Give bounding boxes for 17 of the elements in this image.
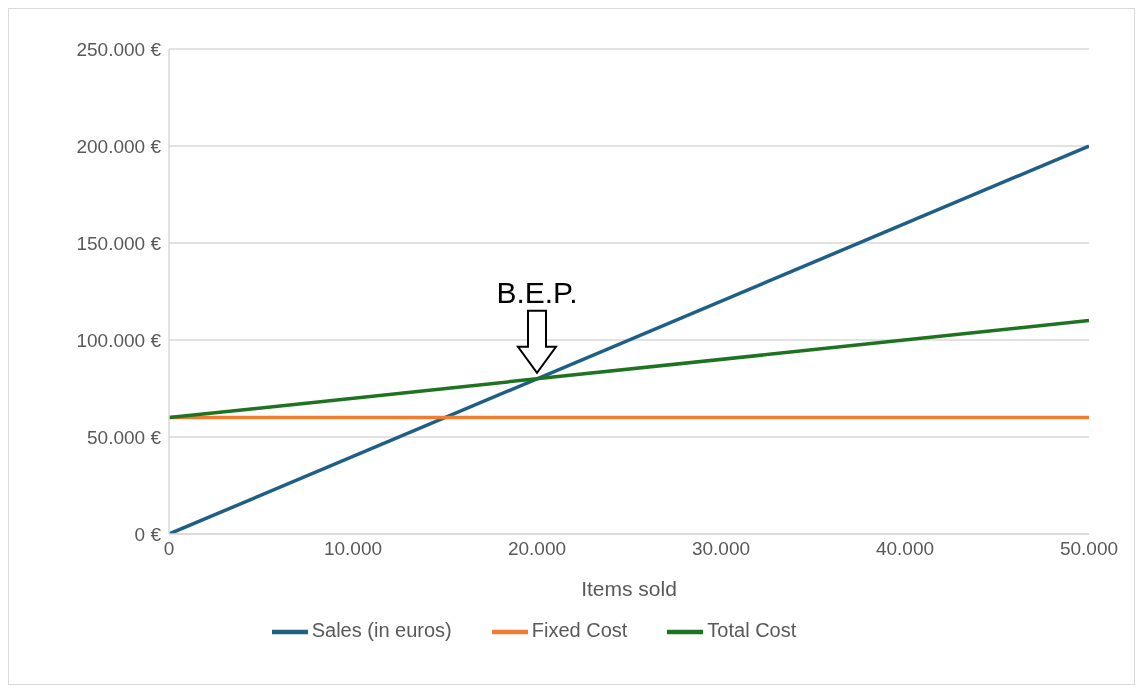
x-axis-title: Items sold	[581, 577, 677, 600]
x-tick-label: 40.000	[875, 538, 935, 560]
x-tick-label: 30.000	[691, 538, 751, 560]
x-tick-label: 10.000	[323, 538, 383, 560]
legend-label: Sales (in euros)	[311, 619, 452, 642]
y-tick-label: 100.000 €	[76, 329, 162, 351]
y-tick-label: 0 €	[134, 523, 162, 545]
y-tick-label: 150.000 €	[76, 232, 162, 254]
x-tick-label: 20.000	[507, 538, 567, 560]
x-tick-label: 0	[163, 538, 175, 560]
legend-label: Fixed Cost	[531, 619, 628, 642]
annotation: B.E.P.	[496, 275, 578, 309]
y-tick-label: 250.000 €	[76, 38, 162, 60]
legend-label: Total Cost	[707, 619, 797, 642]
x-tick-label: 50.000	[1059, 538, 1119, 560]
y-tick-label: 200.000 €	[76, 135, 162, 157]
y-tick-label: 50.000 €	[87, 426, 162, 448]
